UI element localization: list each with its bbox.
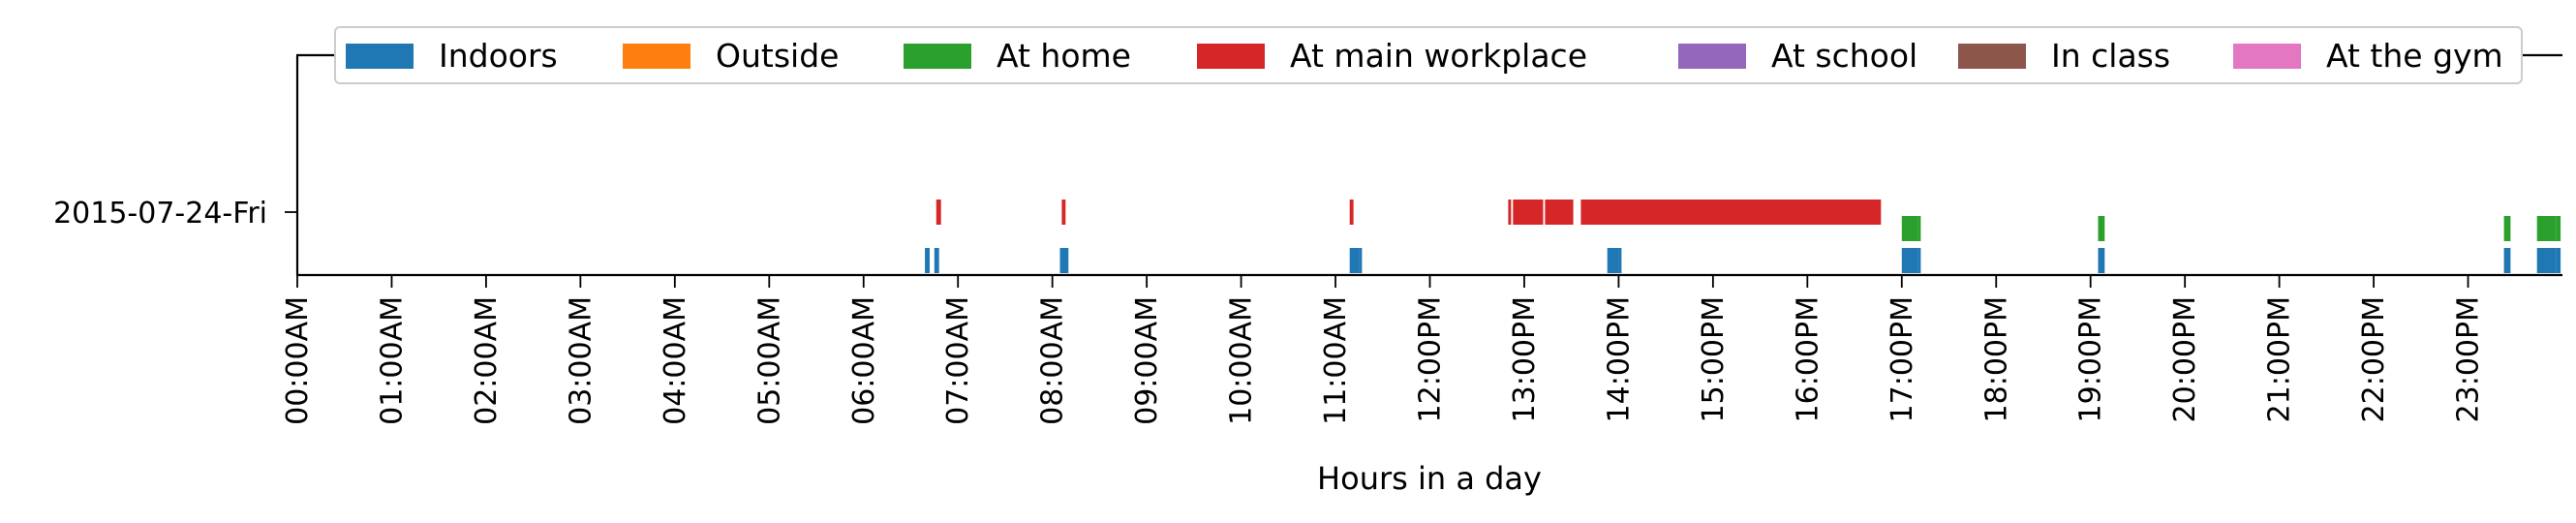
legend-label: In class [2051, 37, 2170, 75]
x-tick-label: 20:00PM [2168, 296, 2202, 422]
x-tick-label: 19:00PM [2074, 296, 2108, 422]
segment-indoors-2 [1059, 248, 1069, 273]
legend-swatch-indoors [346, 44, 414, 69]
segment-at-main-workplace-2 [1349, 200, 1354, 225]
segment-at-main-workplace-6 [1580, 200, 1882, 225]
segment-indoors-0 [925, 248, 930, 273]
x-tick-label: 16:00PM [1791, 296, 1825, 422]
x-tick-label: 23:00PM [2452, 296, 2486, 422]
x-tick-label: 08:00AM [1036, 296, 1070, 425]
x-tick-label: 02:00AM [470, 296, 504, 425]
x-tick-label: 15:00PM [1697, 296, 1731, 422]
chart-marks [925, 200, 2561, 273]
x-tick-label: 07:00AM [941, 296, 975, 425]
segment-at-main-workplace-4 [1513, 200, 1544, 225]
segment-indoors-6 [1618, 248, 1622, 273]
legend-box [334, 26, 2523, 84]
segment-indoors-11 [2536, 248, 2557, 273]
segment-at-home-0 [1901, 216, 1918, 241]
segment-indoors-3 [1349, 248, 1360, 273]
legend-swatch-in-class [1958, 44, 2026, 69]
legend-label: At home [997, 37, 1131, 75]
segment-at-main-workplace-1 [1061, 200, 1066, 225]
legend-swatch-at-the-gym [2233, 44, 2301, 69]
x-tick-label: 13:00PM [1508, 296, 1542, 422]
segment-indoors-7 [1901, 248, 1918, 273]
legend-swatch-at-main-workplace [1197, 44, 1265, 69]
x-tick-label: 22:00PM [2357, 296, 2391, 422]
legend-label: Indoors [439, 37, 558, 75]
legend: Indoors Outside At home At main workplace At… [334, 26, 2523, 84]
chart-frame [295, 53, 2562, 277]
legend-label: At main workplace [1290, 37, 1587, 75]
x-axis-ticks: 00:00AM 01:00AM 02:00AM 03:00AM 04:00AM 05:00… [281, 275, 2486, 425]
y-tick-label: 2015-07-24-Fri [53, 197, 267, 231]
x-tick-label: 10:00AM [1225, 296, 1259, 425]
x-tick-label: 21:00PM [2263, 296, 2297, 422]
y-axis-ticks: 2015-07-24-Fri [53, 197, 297, 231]
legend-swatch-at-school [1678, 44, 1746, 69]
segment-at-home-3 [2503, 216, 2511, 241]
segment-at-home-2 [2098, 216, 2105, 241]
x-tick-label: 18:00PM [1979, 296, 2013, 422]
segment-at-home-5 [2556, 216, 2561, 241]
segment-indoors-12 [2556, 248, 2561, 273]
x-tick-label: 05:00AM [752, 296, 786, 425]
x-tick-label: 11:00AM [1319, 296, 1353, 425]
segment-at-main-workplace-3 [1508, 200, 1512, 225]
x-tick-label: 01:00AM [375, 296, 409, 425]
legend-swatch-at-home [904, 44, 971, 69]
x-tick-label: 00:00AM [281, 296, 315, 425]
x-tick-label: 12:00PM [1414, 296, 1448, 422]
segment-indoors-8 [1917, 248, 1921, 273]
segment-indoors-4 [1359, 248, 1363, 273]
legend-swatch-outside [623, 44, 690, 69]
x-axis-title: Hours in a day [1317, 460, 1542, 497]
legend-label: At school [1771, 37, 1917, 75]
segment-at-home-4 [2536, 216, 2557, 241]
x-tick-label: 06:00AM [847, 296, 881, 425]
segment-indoors-10 [2503, 248, 2511, 273]
segment-at-home-1 [1917, 216, 1921, 241]
x-tick-label: 17:00PM [1886, 296, 1919, 422]
segment-at-main-workplace-5 [1545, 200, 1574, 225]
x-tick-label: 03:00AM [564, 296, 598, 425]
x-tick-label: 14:00PM [1602, 296, 1636, 422]
segment-at-main-workplace-0 [935, 200, 941, 225]
segment-indoors-1 [934, 248, 939, 273]
legend-label: At the gym [2326, 37, 2503, 75]
x-tick-label: 04:00AM [659, 296, 692, 425]
x-tick-label: 09:00AM [1130, 296, 1164, 425]
segment-indoors-9 [2098, 248, 2105, 273]
legend-label: Outside [716, 37, 839, 75]
segment-indoors-5 [1607, 248, 1619, 273]
